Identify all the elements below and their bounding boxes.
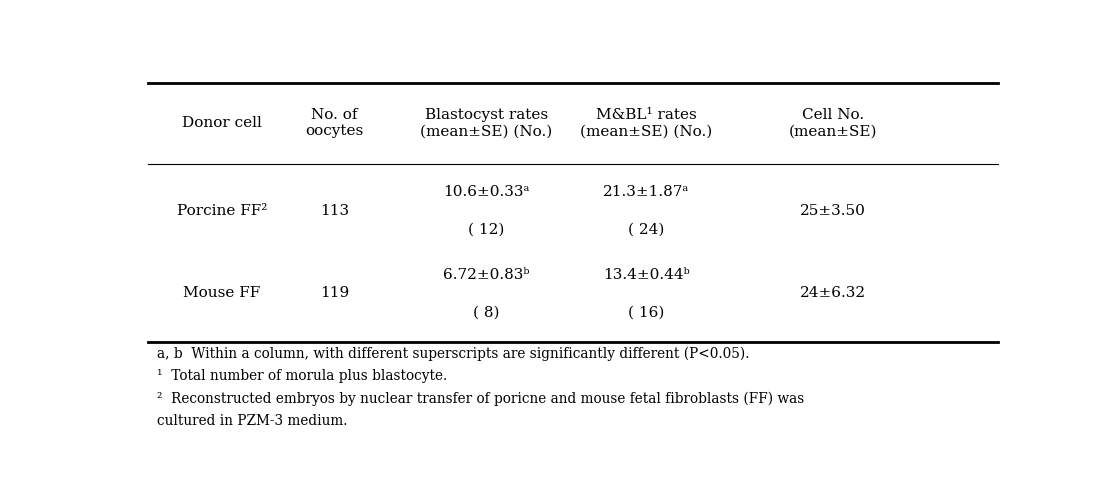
- Text: ( 24): ( 24): [628, 223, 665, 237]
- Text: ²  Reconstructed embryos by nuclear transfer of poricne and mouse fetal fibrobla: ² Reconstructed embryos by nuclear trans…: [157, 391, 804, 406]
- Text: Blastocyst rates
(mean±SE) (No.): Blastocyst rates (mean±SE) (No.): [420, 108, 552, 139]
- Text: M&BL¹ rates
(mean±SE) (No.): M&BL¹ rates (mean±SE) (No.): [580, 108, 713, 139]
- Text: 13.4±0.44ᵇ: 13.4±0.44ᵇ: [604, 267, 690, 282]
- Text: 6.72±0.83ᵇ: 6.72±0.83ᵇ: [443, 267, 530, 282]
- Text: Cell No.
(mean±SE): Cell No. (mean±SE): [788, 108, 878, 139]
- Text: cultured in PZM-3 medium.: cultured in PZM-3 medium.: [157, 414, 348, 428]
- Text: Mouse FF: Mouse FF: [183, 286, 260, 301]
- Text: Porcine FF²: Porcine FF²: [177, 204, 267, 218]
- Text: 113: 113: [320, 204, 349, 218]
- Text: 21.3±1.87ᵃ: 21.3±1.87ᵃ: [604, 185, 690, 199]
- Text: Donor cell: Donor cell: [182, 116, 262, 130]
- Text: 10.6±0.33ᵃ: 10.6±0.33ᵃ: [443, 185, 530, 199]
- Text: 24±6.32: 24±6.32: [799, 286, 866, 301]
- Text: ¹  Total number of morula plus blastocyte.: ¹ Total number of morula plus blastocyte…: [157, 369, 447, 383]
- Text: ( 12): ( 12): [468, 223, 504, 237]
- Text: 25±3.50: 25±3.50: [800, 204, 865, 218]
- Text: No. of
oocytes: No. of oocytes: [305, 108, 363, 139]
- Text: 119: 119: [320, 286, 349, 301]
- Text: ( 16): ( 16): [628, 305, 665, 319]
- Text: ( 8): ( 8): [473, 305, 500, 319]
- Text: a, b  Within a column, with different superscripts are significantly different (: a, b Within a column, with different sup…: [157, 346, 749, 361]
